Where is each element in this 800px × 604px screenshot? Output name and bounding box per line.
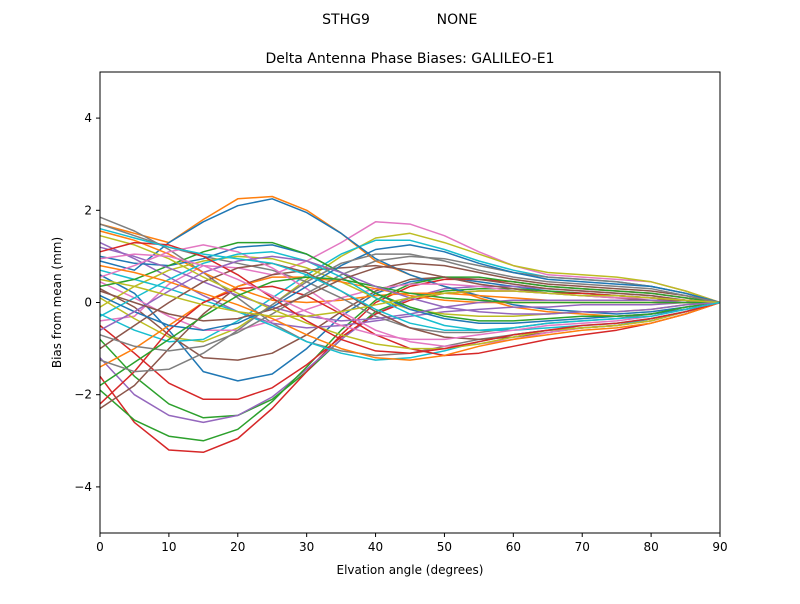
x-axis-ticks: 0 10 20 30 40 50 60 70 80 90 (96, 533, 728, 554)
series-line-s38 (99, 253, 721, 373)
suptitle-antenna: STHG9 (322, 12, 370, 28)
x-tick-label: 70 (575, 540, 590, 554)
series-line-s31 (99, 244, 721, 331)
x-tick-label: 40 (368, 540, 383, 554)
plot-lines (99, 195, 721, 454)
chart-title: Delta Antenna Phase Biases: GALILEO-E1 (265, 51, 554, 67)
y-tick-label: 4 (84, 111, 92, 125)
x-tick-label: 0 (96, 540, 104, 554)
x-tick-label: 50 (437, 540, 452, 554)
series-line-s39 (99, 278, 721, 318)
x-tick-label: 30 (299, 540, 314, 554)
series-line-s11 (99, 198, 721, 315)
series-line-s6 (99, 276, 721, 361)
y-tick-label: 0 (84, 296, 92, 310)
x-tick-label: 10 (161, 540, 176, 554)
y-axis-label: Bias from mean (mm) (50, 237, 64, 368)
x-axis-label: Elvation angle (degrees) (337, 563, 484, 577)
x-tick-label: 80 (643, 540, 658, 554)
y-tick-label: −4 (74, 480, 92, 494)
y-tick-label: −2 (74, 388, 92, 402)
y-axis-ticks: −4 −2 0 2 4 (74, 111, 100, 494)
series-line-s34 (99, 241, 721, 354)
series-line-s15 (99, 241, 720, 329)
series-line-s9 (99, 232, 721, 343)
series-line-s33 (99, 276, 720, 387)
x-tick-label: 60 (506, 540, 521, 554)
x-tick-label: 20 (230, 540, 245, 554)
series-line-s37 (99, 253, 721, 341)
series-line-s29 (99, 234, 721, 350)
series-line-s28 (99, 255, 721, 352)
plot-frame (99, 71, 721, 534)
x-tick-label: 90 (712, 540, 727, 554)
series-line-s23 (99, 241, 721, 322)
series-line-s40 (99, 227, 721, 331)
y-tick-label: 2 (84, 203, 92, 217)
series-line-s36 (99, 262, 721, 322)
series-line-s32 (99, 264, 721, 361)
suptitle-radome: NONE (437, 12, 478, 28)
